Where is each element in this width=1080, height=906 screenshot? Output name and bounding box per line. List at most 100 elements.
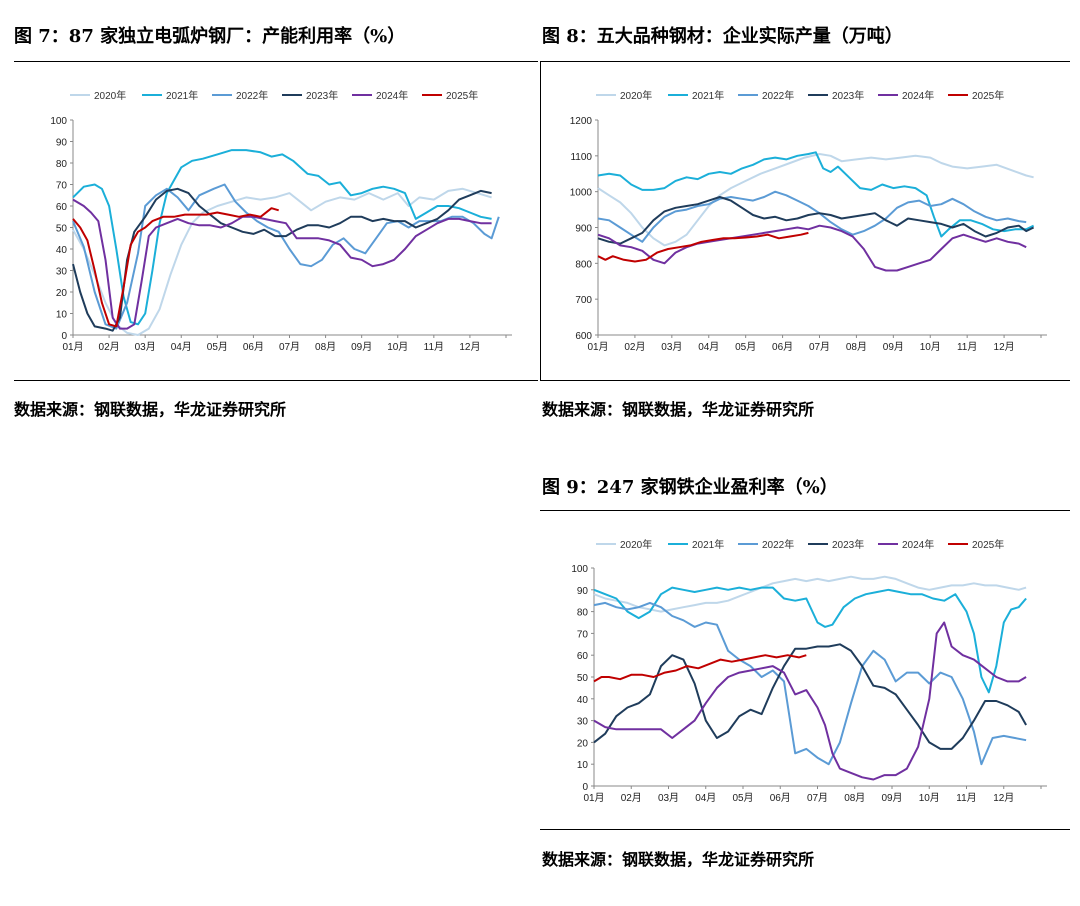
series-line-2021年 [72, 149, 492, 326]
chart3-bottom-rule [540, 829, 1070, 830]
series-line-2024年 [593, 621, 1027, 781]
x-tick-label: 01月 [587, 341, 608, 353]
y-tick-label: 800 [575, 259, 592, 270]
x-tick-label: 05月 [207, 341, 228, 353]
legend-label: 2020年 [620, 89, 652, 102]
legend-label: 2025年 [446, 89, 478, 102]
x-tick-label: 10月 [387, 341, 408, 353]
legend-label: 2024年 [902, 538, 934, 551]
y-tick-label: 60 [56, 202, 68, 213]
x-tick-label: 05月 [732, 792, 753, 804]
series-line-2021年 [593, 586, 1027, 694]
x-tick-label: 09月 [351, 341, 372, 353]
legend-label: 2020年 [620, 538, 652, 551]
x-tick-label: 05月 [735, 341, 756, 353]
y-tick-label: 20 [56, 288, 68, 299]
y-tick-label: 0 [582, 782, 588, 793]
y-tick-label: 20 [577, 738, 589, 749]
legend-label: 2021年 [692, 89, 724, 102]
x-tick-label: 11月 [957, 341, 977, 353]
x-tick-label: 07月 [809, 341, 830, 353]
chart3-title: 图 9：247 家钢铁企业盈利率（%） [542, 477, 838, 498]
x-tick-label: 12月 [994, 341, 1015, 353]
legend-label: 2024年 [902, 89, 934, 102]
x-tick-label: 12月 [459, 341, 480, 353]
chart2-top-rule [540, 61, 1070, 62]
legend-label: 2025年 [972, 89, 1004, 102]
legend-label: 2023年 [832, 538, 864, 551]
x-tick-label: 10月 [920, 341, 941, 353]
y-tick-label: 10 [56, 310, 68, 321]
x-tick-label: 09月 [881, 792, 902, 804]
series-line-2023年 [593, 643, 1027, 750]
series-line-2025年 [72, 207, 279, 328]
y-tick-label: 40 [577, 695, 589, 706]
x-tick-label: 06月 [243, 341, 264, 353]
x-tick-label: 12月 [993, 792, 1014, 804]
y-tick-label: 1000 [570, 188, 593, 199]
y-tick-label: 700 [575, 295, 592, 306]
x-tick-label: 08月 [844, 792, 865, 804]
x-tick-label: 08月 [315, 341, 336, 353]
series-line-2024年 [597, 224, 1027, 272]
y-tick-label: 600 [575, 331, 592, 342]
legend-label: 2022年 [236, 89, 268, 102]
x-tick-label: 03月 [661, 341, 682, 353]
x-tick-label: 02月 [624, 341, 645, 353]
y-tick-label: 50 [56, 224, 68, 235]
column-divider [540, 61, 541, 381]
x-tick-label: 01月 [62, 341, 83, 353]
y-tick-label: 1100 [570, 152, 592, 163]
y-tick-label: 10 [577, 760, 589, 771]
y-tick-label: 80 [56, 159, 68, 170]
x-tick-label: 07月 [807, 792, 828, 804]
x-tick-label: 02月 [621, 792, 642, 804]
y-tick-label: 40 [56, 245, 68, 256]
series-line-2021年 [597, 151, 1035, 238]
chart1-title: 图 7：87 家独立电弧炉钢厂：产能利用率（%） [14, 26, 406, 47]
y-tick-label: 70 [56, 181, 68, 192]
chart2-title: 图 8：五大品种钢材：企业实际产量（万吨） [542, 26, 903, 47]
legend-label: 2021年 [166, 89, 198, 102]
series-line-2025年 [593, 654, 807, 683]
series-line-2025年 [597, 231, 809, 263]
y-tick-label: 90 [577, 586, 589, 597]
y-tick-label: 80 [577, 608, 589, 619]
x-tick-label: 03月 [135, 341, 156, 353]
chart1-svg: 0 10 20 30 40 50 60 70 80 90 100 01月 02月 03月 04月 05月 06月… [50, 89, 512, 353]
legend-label: 2024年 [376, 89, 408, 102]
y-tick-label: 0 [61, 331, 67, 342]
chart3-svg: 0 10 20 30 40 50 60 70 80 90 100 01月 02月 03月 04月 05月 06月… [571, 538, 1047, 804]
series-line-2023年 [597, 196, 1035, 245]
chart2-svg: 600 700 800 900 1000 1100 1200 01月 02月 03月 04月 05月 0… [570, 89, 1047, 353]
x-tick-label: 10月 [919, 792, 940, 804]
y-tick-label: 60 [577, 651, 589, 662]
x-tick-label: 07月 [279, 341, 300, 353]
x-tick-label: 06月 [772, 341, 793, 353]
series-line-2024年 [72, 198, 492, 330]
x-tick-label: 02月 [99, 341, 120, 353]
chart1-top-rule [14, 61, 538, 62]
legend-label: 2023年 [306, 89, 338, 102]
legend-label: 2021年 [692, 538, 724, 551]
x-tick-label: 11月 [956, 792, 976, 804]
legend-label: 2023年 [832, 89, 864, 102]
y-tick-label: 70 [577, 629, 589, 640]
legend-label: 2025年 [972, 538, 1004, 551]
legend-label: 2022年 [762, 538, 794, 551]
chart3-source: 数据来源：钢联数据，华龙证券研究所 [542, 850, 815, 869]
x-tick-label: 01月 [583, 792, 604, 804]
x-tick-label: 09月 [883, 341, 904, 353]
x-tick-label: 06月 [770, 792, 791, 804]
series-line-2020年 [597, 153, 1034, 247]
chart1-source: 数据来源：钢联数据，华龙证券研究所 [14, 400, 287, 419]
y-tick-label: 100 [50, 116, 67, 127]
y-tick-label: 1200 [570, 116, 593, 127]
series-line-2020年 [72, 187, 492, 336]
chart1-bottom-rule [14, 380, 538, 381]
chart3-top-rule [540, 510, 1070, 511]
y-tick-label: 50 [577, 673, 589, 684]
legend-label: 2022年 [762, 89, 794, 102]
x-tick-label: 04月 [695, 792, 716, 804]
y-tick-label: 90 [56, 138, 68, 149]
